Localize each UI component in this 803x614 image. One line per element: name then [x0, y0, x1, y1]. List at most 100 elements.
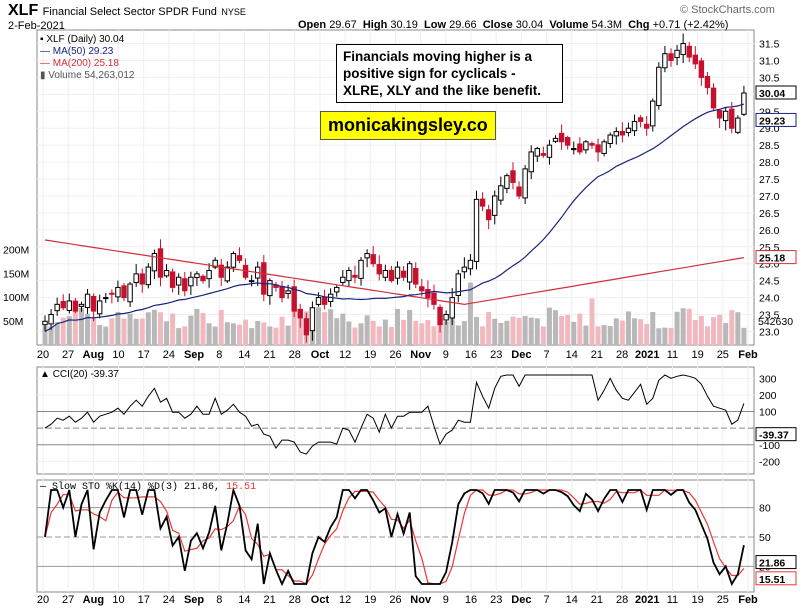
- volume-bar: [364, 315, 370, 345]
- candle-body: [504, 175, 510, 189]
- volume-bar: [723, 323, 729, 345]
- candle-body: [224, 266, 231, 282]
- volume-bar: [145, 312, 151, 345]
- x-tick-label: 28: [616, 349, 628, 361]
- volume-bar: [291, 308, 297, 345]
- x-tick-label: 8: [216, 349, 222, 361]
- price-tick-label: 24.0: [759, 293, 780, 305]
- last-price-tag: 30.04: [759, 88, 785, 100]
- x-tick-label: 9: [443, 349, 449, 361]
- volume-bar: [553, 310, 559, 345]
- volume-bar: [151, 309, 157, 345]
- candle-body: [133, 273, 139, 284]
- candle-body: [400, 270, 407, 278]
- x-tick-label: 24: [163, 349, 175, 361]
- volume-bar: [534, 318, 540, 345]
- price-tick-label: 27.5: [759, 174, 780, 186]
- volume-bar: [711, 317, 717, 345]
- ma200-line: [44, 239, 744, 306]
- volume-bar: [522, 316, 528, 345]
- volume-bar: [340, 313, 346, 345]
- volume-bar: [546, 307, 552, 345]
- candle-body: [643, 123, 650, 129]
- candle-body: [704, 76, 711, 89]
- candle-body: [115, 286, 121, 298]
- volume-bar: [212, 326, 218, 345]
- candle-body: [449, 297, 455, 319]
- candle-body: [90, 295, 97, 312]
- candle-body: [735, 117, 741, 133]
- candle-body: [188, 276, 194, 287]
- candle-body: [552, 137, 559, 142]
- sto-tick-label: 50: [759, 532, 771, 544]
- candle-body: [692, 54, 699, 65]
- x-tick-label: Dec: [511, 349, 531, 361]
- volume-bar: [619, 320, 625, 345]
- ohlc-readout: Open 29.67 High 30.19 Low 29.66 Close 30…: [298, 19, 728, 31]
- volume-bar: [206, 323, 212, 345]
- cci-tick-label: 200: [759, 390, 777, 402]
- x-tick-label: 27: [62, 349, 74, 361]
- candle-body: [364, 253, 370, 259]
- volume-bar: [607, 326, 613, 345]
- candle-body: [443, 314, 449, 321]
- candle-body: [583, 141, 589, 151]
- candle-body: [382, 269, 389, 278]
- ma200-tag-box: [755, 250, 797, 265]
- candle-body: [473, 198, 480, 262]
- volume-bar: [565, 315, 571, 345]
- candle-body: [516, 186, 522, 197]
- candle-body: [498, 185, 504, 201]
- volume-bar: [686, 308, 692, 345]
- x-tick-label: 21: [591, 349, 603, 361]
- last-price-tag-box: [755, 85, 797, 100]
- legend-volume: ▮ Volume 54,263,012: [40, 70, 135, 81]
- volume-bar: [54, 322, 60, 345]
- volume-bar: [498, 322, 504, 345]
- candle-body: [619, 130, 626, 136]
- volume-bar: [510, 316, 516, 345]
- fund-name: Financial Select Sector SPDR Fund: [42, 6, 217, 18]
- volume-bar: [133, 318, 139, 345]
- volume-bar: [656, 328, 662, 345]
- volume-bar: [85, 313, 91, 345]
- candle-body: [546, 144, 553, 158]
- volume-bar: [674, 311, 680, 345]
- annotation-note: Financials moving higher is a positive s…: [336, 44, 563, 103]
- candle-body: [157, 248, 164, 278]
- volume-tick-label: 150M: [3, 268, 29, 280]
- price-tick-label: 31.5: [759, 39, 780, 51]
- volume-bar: [115, 311, 121, 345]
- candle-body: [248, 280, 255, 283]
- note-line: XLRE, XLY and the like benefit.: [343, 83, 542, 98]
- candle-body: [230, 253, 237, 268]
- volume-bar: [315, 307, 321, 345]
- volume-bar: [188, 315, 194, 345]
- x-tick-label: Sep: [184, 349, 204, 361]
- candle-body: [741, 92, 747, 115]
- volume-bar: [103, 326, 109, 345]
- candle-body: [571, 148, 577, 151]
- candle-body: [358, 259, 364, 279]
- candle-body: [321, 296, 328, 305]
- x-tick-label: 17: [138, 349, 150, 361]
- volume-bar: [358, 323, 364, 345]
- x-tick-label-bottom: 24: [163, 594, 175, 606]
- candle-body: [285, 290, 291, 294]
- candle-body: [698, 60, 705, 78]
- candle-body: [656, 66, 662, 107]
- candle-body: [607, 134, 613, 145]
- volume-bar: [528, 317, 534, 345]
- price-tick-label: 23.5: [759, 310, 780, 322]
- x-tick-label: 20: [37, 349, 49, 361]
- volume-bar: [249, 328, 255, 345]
- volume-bar: [121, 318, 127, 345]
- volume-value: 54.3M: [591, 19, 622, 31]
- volume-bar: [467, 282, 473, 345]
- cci-tick-label: -100: [759, 440, 780, 452]
- x-tick-label-bottom: 7: [544, 594, 550, 606]
- x-tick-label-bottom: Sep: [184, 594, 204, 606]
- ma50-tag: 29.23: [759, 115, 785, 127]
- legend-cci-text: CCI(20) -39.37: [52, 369, 119, 380]
- volume-bar: [334, 318, 340, 345]
